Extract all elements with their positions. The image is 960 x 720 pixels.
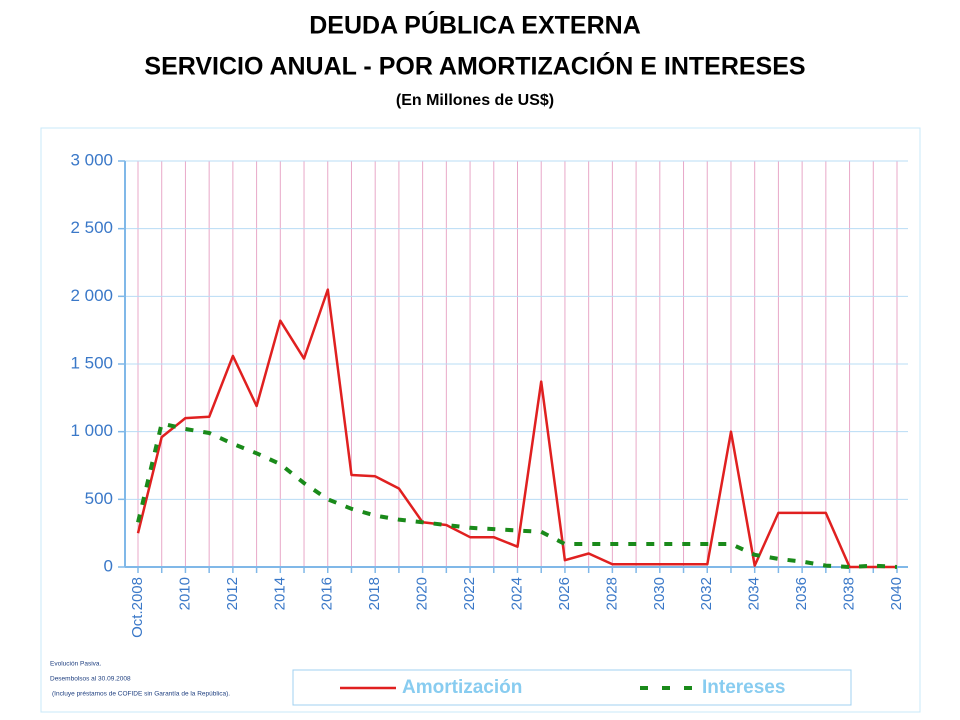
series-line: [136, 288, 897, 569]
x-tick-label: Oct.2008: [129, 577, 146, 638]
x-tick-label: 2040: [888, 577, 905, 610]
x-tick-label: 2010: [176, 577, 193, 610]
x-tick-label: 2020: [414, 577, 431, 610]
chart-subtitle: SERVICIO ANUAL - POR AMORTIZACIÓN E INTE…: [144, 51, 805, 81]
legend-box: [292, 669, 852, 706]
y-tick-label: 2 500: [70, 218, 113, 237]
x-tick-label: 2030: [651, 577, 668, 610]
legend-label: Amortización: [402, 677, 522, 698]
y-tick-label: 500: [85, 489, 113, 508]
legend-label: Intereses: [702, 677, 785, 698]
x-tick-label: 2038: [841, 577, 858, 610]
series-line: [136, 421, 898, 569]
chart-title: DEUDA PÚBLICA EXTERNA: [309, 10, 641, 40]
x-tick-label: 2034: [746, 577, 763, 610]
y-tick-label: 0: [104, 556, 113, 575]
x-tick-label: 2032: [698, 577, 715, 610]
footnote: (Incluye préstamos de COFIDE sin Garantí…: [52, 691, 230, 698]
x-tick-label: 2016: [319, 577, 336, 610]
y-tick-label: 2 000: [70, 286, 113, 305]
x-tick-label: 2022: [461, 577, 478, 610]
y-tick-label: 1 500: [70, 353, 113, 372]
y-tick-label: 3 000: [70, 150, 113, 169]
x-tick-label: 2024: [508, 577, 525, 610]
x-tick-label: 2012: [224, 577, 241, 610]
footnote: Evolución Pasiva.: [50, 661, 101, 668]
x-tick-label: 2036: [793, 577, 810, 610]
chart-frame: [40, 127, 921, 713]
x-tick-label: 2026: [556, 577, 573, 610]
y-tick-label: 1 000: [70, 421, 113, 440]
chart-units: (En Millones de US$): [396, 92, 554, 109]
x-tick-label: 2018: [366, 577, 383, 610]
footnote: Desembolsos al 30.09.2008: [50, 676, 131, 683]
x-tick-label: 2014: [271, 577, 288, 610]
x-tick-label: 2028: [603, 577, 620, 610]
